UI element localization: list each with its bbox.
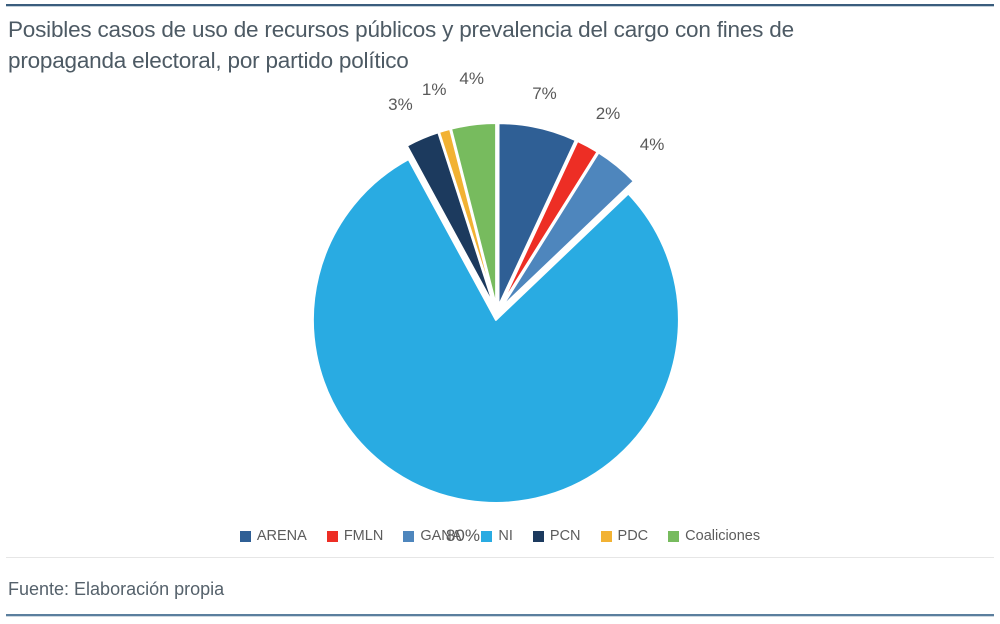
pie-data-label-gana: 4% xyxy=(639,134,665,154)
legend-swatch-icon xyxy=(239,530,251,542)
pie-data-label-coaliciones: 4% xyxy=(459,68,484,88)
pie-data-label-ni: 80% xyxy=(445,526,480,546)
legend-item-pcn[interactable]: PCN xyxy=(532,528,581,544)
legend-item-gana[interactable]: GANA xyxy=(403,529,461,543)
legend-swatch-icon xyxy=(600,530,612,542)
legend-label: PDC xyxy=(617,528,649,544)
pie-data-label-pcn: 3% xyxy=(388,94,413,114)
legend-swatch-icon xyxy=(403,530,415,542)
legend-label: FMLN xyxy=(343,528,384,544)
pie-chart-svg xyxy=(311,122,680,504)
pie-slice-ni[interactable] xyxy=(311,158,680,504)
pie-slice-coaliciones[interactable] xyxy=(450,122,498,308)
legend-item-arena[interactable]: ARENA xyxy=(239,528,307,544)
pie-data-label-fmln: 2% xyxy=(595,103,621,123)
figure-title-line-2: propaganda electoral, por partido políti… xyxy=(8,48,409,73)
legend-label: NI xyxy=(498,528,513,544)
pie-data-label-arena: 7% xyxy=(532,84,557,104)
legend-item-ni[interactable]: NI xyxy=(481,529,513,543)
top-divider xyxy=(6,4,994,7)
legend-item-pdc[interactable]: PDC xyxy=(600,528,649,544)
pie-slice-gana[interactable] xyxy=(500,151,635,309)
figure-title: Posibles casos de uso de recursos públic… xyxy=(8,14,958,76)
legend-item-coaliciones[interactable]: Coaliciones xyxy=(668,529,760,543)
source-note: Fuente: Elaboración propia xyxy=(8,579,225,599)
bottom-divider xyxy=(6,614,994,617)
figure-title-line-1: Posibles casos de uso de recursos públic… xyxy=(8,17,794,42)
pie-slice-group xyxy=(311,122,680,504)
legend-swatch-icon xyxy=(668,530,680,542)
pie-slice-arena[interactable] xyxy=(497,122,577,308)
pie-slice-pdc[interactable] xyxy=(438,127,497,308)
legend-label: ARENA xyxy=(256,528,307,544)
legend-label: GANA xyxy=(420,528,462,544)
pie-slice-fmln[interactable] xyxy=(499,139,599,308)
legend-swatch-icon xyxy=(532,530,544,542)
legend-label: Coaliciones xyxy=(685,528,761,544)
legend-item-fmln[interactable]: FMLN xyxy=(326,528,384,544)
legend-label: PCN xyxy=(549,528,581,544)
pie-data-label-pdc: 1% xyxy=(421,79,447,99)
chart-legend: ARENA FMLN GANA NI PCN PDC Coaliciones xyxy=(0,529,1000,543)
legend-swatch-icon xyxy=(481,530,493,542)
source-divider xyxy=(6,557,994,558)
pie-chart: 7% 2% 4% 80% 3% 1% 4% xyxy=(0,69,1000,545)
legend-swatch-icon xyxy=(326,530,338,542)
